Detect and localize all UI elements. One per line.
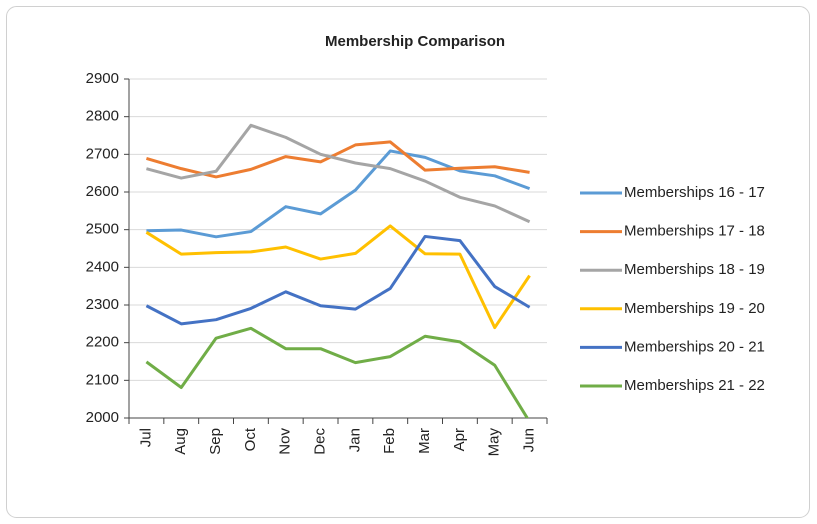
series-line bbox=[146, 149, 531, 239]
x-tick-label: Sep bbox=[207, 428, 224, 455]
y-tick-label: 2800 bbox=[86, 108, 119, 125]
x-tick-label: Dec bbox=[312, 428, 329, 455]
x-tick-label: May bbox=[486, 428, 503, 457]
x-tick-label: Nov bbox=[277, 428, 294, 455]
x-tick-label: Mar bbox=[416, 428, 433, 454]
x-tick-label: Jan bbox=[346, 428, 363, 452]
x-tick-label: Apr bbox=[451, 428, 468, 451]
y-tick-label: 2500 bbox=[86, 221, 119, 238]
x-tick-label: Feb bbox=[381, 428, 398, 454]
y-tick-label: 2300 bbox=[86, 296, 119, 313]
x-tick-label: Jul bbox=[137, 428, 154, 447]
y-tick-label: 2100 bbox=[86, 371, 119, 388]
x-tick-label: Aug bbox=[172, 428, 189, 455]
y-tick-label: 2700 bbox=[86, 145, 119, 162]
y-tick-label: 2600 bbox=[86, 183, 119, 200]
series-line bbox=[145, 140, 530, 179]
x-tick-label: Jun bbox=[521, 428, 538, 452]
y-tick-label: 2200 bbox=[86, 334, 119, 351]
series-line bbox=[145, 224, 531, 330]
series-line bbox=[146, 123, 531, 224]
x-tick-label: Oct bbox=[242, 427, 259, 451]
y-tick-label: 2400 bbox=[86, 258, 119, 275]
legend-label: Memberships 21 - 22 bbox=[624, 377, 765, 394]
series-line bbox=[145, 234, 531, 326]
legend-label: Memberships 16 - 17 bbox=[624, 184, 765, 201]
legend-label: Memberships 19 - 20 bbox=[624, 300, 765, 317]
y-tick-label: 2000 bbox=[86, 409, 119, 426]
y-tick-label: 2900 bbox=[86, 70, 119, 87]
legend-label: Memberships 18 - 19 bbox=[624, 261, 765, 278]
legend-label: Memberships 17 - 18 bbox=[624, 223, 765, 240]
chart-title: Membership Comparison bbox=[325, 33, 505, 50]
plot-lines bbox=[145, 123, 531, 418]
legend-label: Memberships 20 - 21 bbox=[624, 338, 765, 355]
series-line bbox=[145, 326, 530, 418]
